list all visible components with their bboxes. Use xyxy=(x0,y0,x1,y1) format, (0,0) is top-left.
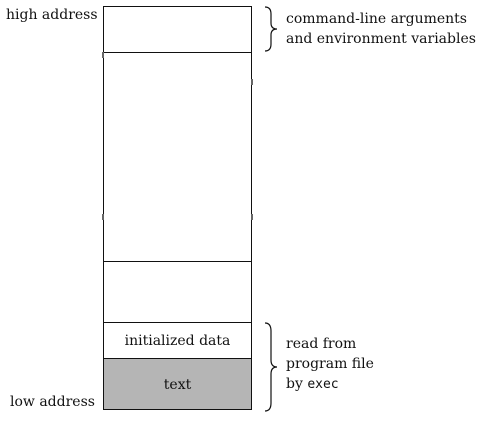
side-tick-mark xyxy=(102,214,104,220)
side-tick-mark xyxy=(102,52,104,58)
args-desc-line: and environment variables xyxy=(286,31,476,47)
exec-desc-line: read from xyxy=(286,336,357,352)
text-segment: text xyxy=(104,358,251,409)
args-brace xyxy=(264,6,278,52)
side-tick-mark xyxy=(251,214,253,220)
args-desc-line: command-line arguments xyxy=(286,11,467,27)
side-tick-mark xyxy=(251,79,253,85)
args-description: command-line arguments and environment v… xyxy=(286,10,476,50)
exec-desc-line: by exec xyxy=(286,375,374,395)
args-env-segment xyxy=(104,7,251,52)
high-address-label: high address xyxy=(6,7,98,23)
low-address-label: low address xyxy=(10,394,95,410)
exec-brace xyxy=(264,322,278,412)
exec-code: exec xyxy=(307,377,339,392)
initialized-data-segment: initialized data xyxy=(104,322,251,359)
memory-layout-column: initialized data text xyxy=(103,6,252,410)
exec-desc-line: program file xyxy=(286,356,374,372)
middle-memory-segment xyxy=(104,52,251,262)
empty-segment xyxy=(104,261,251,323)
exec-description: read from program file by exec xyxy=(286,335,374,395)
exec-desc-prefix: by xyxy=(286,376,308,392)
